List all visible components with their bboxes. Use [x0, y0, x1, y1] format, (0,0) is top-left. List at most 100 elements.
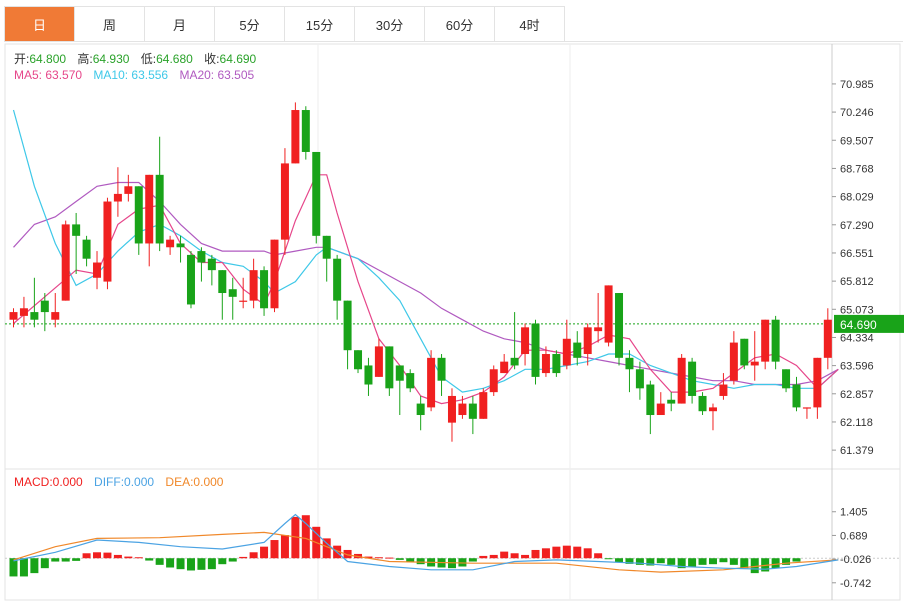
macd-bar	[19, 558, 28, 577]
open-value: 64.800	[29, 52, 67, 66]
candle-body	[322, 235, 331, 259]
macd-bar	[552, 546, 561, 559]
tab-0[interactable]: 日	[5, 7, 75, 41]
candle-body	[280, 163, 289, 240]
macd-bar	[458, 558, 467, 567]
macd-bar	[521, 554, 530, 559]
tab-2[interactable]: 月	[145, 7, 215, 41]
candle-body	[583, 327, 592, 355]
high-value: 64.930	[92, 52, 130, 66]
macd-bar	[301, 515, 310, 559]
price-tick-label: 69.507	[840, 135, 874, 147]
macd-bar	[385, 557, 394, 559]
macd-bar	[260, 546, 269, 559]
candle-body	[802, 407, 811, 409]
macd-bar	[594, 553, 603, 559]
macd-bar	[145, 558, 154, 561]
macd-bar	[197, 558, 206, 570]
macd-bar	[207, 558, 216, 570]
macd-tick-label: -0.026	[840, 554, 871, 566]
low-label: 低:	[140, 52, 157, 66]
macd-bar	[176, 558, 185, 570]
ma20-legend: MA20: 63.505	[179, 68, 255, 82]
macd-bar	[489, 554, 498, 559]
candle-body	[385, 346, 394, 389]
candle-body	[635, 369, 644, 389]
macd-bar	[72, 558, 81, 561]
macd-bar	[186, 558, 195, 571]
candle-body	[531, 323, 540, 377]
close-label: 收:	[204, 52, 220, 66]
candle-body	[134, 186, 143, 244]
ma10-line	[12, 109, 839, 393]
candle-body	[458, 403, 467, 416]
candle-body	[343, 300, 352, 351]
macd-bar	[541, 548, 550, 559]
macd-bar	[406, 558, 415, 562]
macd-bar	[61, 558, 70, 562]
candle-body	[573, 342, 582, 358]
ma10-legend: MA10: 63.556	[93, 68, 169, 82]
macd-legend-value: MACD:0.000	[14, 475, 83, 489]
macd-bar	[771, 558, 780, 569]
tab-6[interactable]: 60分	[425, 7, 495, 41]
tab-1[interactable]: 周	[75, 7, 145, 41]
candle-body	[82, 239, 91, 259]
dea-line	[13, 531, 839, 573]
tab-7[interactable]: 4时	[495, 7, 565, 41]
tab-5[interactable]: 30分	[355, 7, 425, 41]
candle-body	[667, 399, 676, 404]
candle-body	[729, 342, 738, 381]
open-label: 开:	[14, 52, 30, 66]
candle-body	[615, 293, 624, 358]
tab-3[interactable]: 5分	[215, 7, 285, 41]
macd-bar	[9, 558, 18, 577]
price-tick-label: 70.246	[840, 107, 874, 119]
price-tick-label: 62.118	[840, 417, 873, 429]
candle-body	[552, 354, 561, 374]
candle-body	[19, 308, 28, 316]
candle-body	[301, 110, 310, 152]
macd-bar	[113, 554, 122, 559]
macd-bar	[729, 558, 738, 565]
price-tick-label: 62.857	[840, 389, 874, 401]
macd-bar	[646, 558, 655, 566]
macd-bar	[625, 558, 634, 564]
candle-body	[688, 361, 697, 396]
macd-tick-label: 0.689	[840, 530, 868, 542]
candle-body	[61, 224, 70, 301]
candle-body	[51, 312, 60, 320]
candle-body	[113, 193, 122, 202]
diff-line	[13, 513, 839, 571]
macd-bar	[228, 558, 237, 562]
macd-bar	[343, 549, 352, 559]
macd-legend: MACD:0.000 DIFF:0.000 DEA:0.000	[14, 475, 231, 489]
macd-bar	[615, 558, 624, 563]
candle-body	[447, 395, 456, 423]
candle-body	[270, 239, 279, 309]
candle-body	[823, 319, 832, 358]
price-tick-label: 67.290	[840, 220, 874, 232]
candle-body	[374, 346, 383, 377]
macd-bar	[500, 551, 509, 559]
macd-bar	[698, 558, 707, 565]
ma5-legend: MA5: 63.570	[14, 68, 83, 82]
candle-body	[395, 365, 404, 381]
close-value: 64.690	[219, 52, 257, 66]
macd-panel-frame	[4, 468, 901, 601]
candle-body	[521, 327, 530, 355]
axes: 70.985 70.246 69.507 68.768 68.029 67.290 66.5…	[832, 79, 904, 590]
candle-body	[468, 403, 477, 419]
macd-bar	[82, 553, 91, 559]
candle-body	[813, 357, 822, 408]
price-tick-label: 63.596	[840, 361, 874, 373]
candle-body	[541, 354, 550, 374]
candle-body	[510, 357, 519, 366]
macd-bar	[395, 558, 404, 560]
candle-body	[228, 289, 237, 297]
candle-body	[124, 186, 133, 194]
tab-4[interactable]: 15分	[285, 7, 355, 41]
candle-body	[9, 312, 18, 320]
macd-bar	[218, 558, 227, 565]
candle-body	[594, 327, 603, 332]
